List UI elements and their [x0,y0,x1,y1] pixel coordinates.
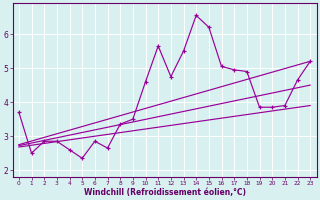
X-axis label: Windchill (Refroidissement éolien,°C): Windchill (Refroidissement éolien,°C) [84,188,245,197]
